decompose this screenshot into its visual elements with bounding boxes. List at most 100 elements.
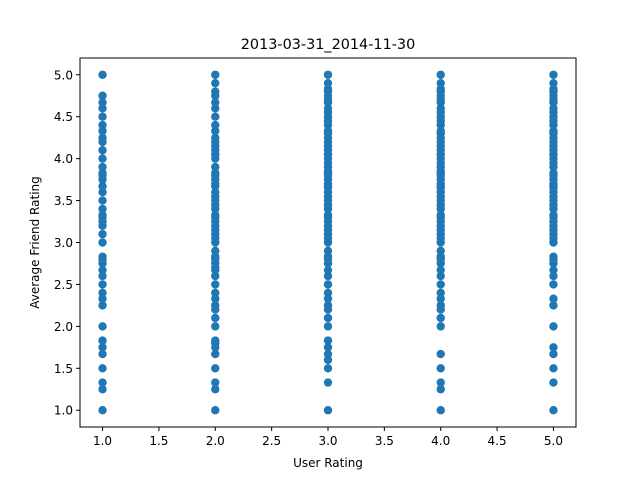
data-point <box>323 294 333 303</box>
x-tick-label: 3.5 <box>375 434 394 448</box>
data-point <box>323 70 333 79</box>
data-point <box>323 265 333 275</box>
data-point <box>436 322 445 331</box>
data-point <box>98 294 107 303</box>
data-point <box>98 126 107 136</box>
data-point <box>211 210 220 220</box>
data-point <box>211 87 220 96</box>
data-point <box>436 70 445 79</box>
data-point <box>98 196 107 205</box>
data-point <box>211 162 220 172</box>
data-point <box>436 126 445 136</box>
y-axis: 1.0 1.5 2.0 2.5 3.0 3.5 4.0 4.5 5.0 <box>54 68 80 418</box>
data-point <box>98 271 107 281</box>
data-point <box>211 294 220 303</box>
data-point <box>549 301 558 310</box>
chart-title: 2013-03-31_2014-11-30 <box>241 37 415 53</box>
data-point <box>323 252 333 261</box>
data-point <box>211 133 220 142</box>
data-point <box>549 280 558 289</box>
data-point <box>549 378 558 387</box>
data-point <box>323 84 333 94</box>
data-point <box>98 112 107 121</box>
data-point <box>98 322 107 331</box>
data-point <box>549 126 558 136</box>
data-point <box>98 343 107 352</box>
data-point <box>436 364 445 373</box>
data-point <box>211 378 220 387</box>
data-point <box>98 168 107 178</box>
data-point <box>549 265 558 275</box>
data-point <box>211 364 220 373</box>
data-point <box>211 280 220 289</box>
data-point <box>436 301 445 310</box>
data-point <box>211 336 220 345</box>
y-tick-label: 1.5 <box>54 362 73 376</box>
y-tick-label: 3.5 <box>54 194 73 208</box>
data-point <box>436 78 445 88</box>
data-point <box>211 252 220 261</box>
data-point <box>323 78 333 88</box>
data-point <box>211 187 220 197</box>
data-point <box>98 120 107 130</box>
x-tick-label: 2.5 <box>262 434 281 448</box>
data-point <box>98 349 107 359</box>
data-point <box>436 246 445 256</box>
data-point <box>323 271 333 281</box>
data-point <box>98 98 107 107</box>
x-tick-label: 3.0 <box>318 434 337 448</box>
data-point <box>323 322 333 331</box>
data-point <box>323 355 333 365</box>
data-point <box>98 288 107 298</box>
data-point <box>211 78 220 88</box>
data-point <box>98 162 107 172</box>
data-point <box>436 84 445 94</box>
data-point <box>98 154 107 163</box>
data-point <box>436 288 445 298</box>
x-tick-label: 1.0 <box>93 434 112 448</box>
x-tick-label: 4.0 <box>431 434 450 448</box>
data-points <box>98 70 558 415</box>
data-point <box>98 238 107 247</box>
data-point <box>98 146 107 155</box>
data-point <box>211 104 220 113</box>
x-tick-label: 2.0 <box>206 434 225 448</box>
data-point <box>98 187 107 197</box>
data-point <box>323 406 333 415</box>
data-point <box>211 385 220 394</box>
y-axis-title: Average Friend Rating <box>28 176 42 309</box>
data-point <box>323 336 333 345</box>
data-point <box>436 252 445 261</box>
data-point <box>98 104 107 113</box>
data-point <box>549 406 558 415</box>
data-point <box>98 378 107 387</box>
data-point <box>211 112 220 121</box>
data-point <box>211 70 220 79</box>
data-point <box>211 349 220 359</box>
data-point <box>323 343 333 352</box>
data-point <box>211 98 220 107</box>
data-point <box>436 294 445 303</box>
data-point <box>211 301 220 310</box>
x-axis-title: User Rating <box>293 456 363 470</box>
data-point <box>211 313 220 323</box>
y-tick-label: 2.0 <box>54 320 73 334</box>
data-point <box>323 364 333 373</box>
data-point <box>436 271 445 281</box>
data-point <box>98 280 107 289</box>
data-point <box>98 229 107 239</box>
x-axis: 1.0 1.5 2.0 2.5 3.0 3.5 4.0 4.5 5.0 <box>93 427 563 448</box>
data-point <box>211 168 220 178</box>
y-tick-label: 4.0 <box>54 152 73 166</box>
data-point <box>323 126 333 136</box>
data-point <box>98 204 107 214</box>
data-point <box>211 246 220 256</box>
data-point <box>211 322 220 331</box>
data-point <box>436 349 445 359</box>
data-point <box>323 288 333 298</box>
data-point <box>436 104 445 113</box>
data-point <box>436 313 445 323</box>
y-tick-label: 1.0 <box>54 404 73 418</box>
data-point <box>211 126 220 136</box>
